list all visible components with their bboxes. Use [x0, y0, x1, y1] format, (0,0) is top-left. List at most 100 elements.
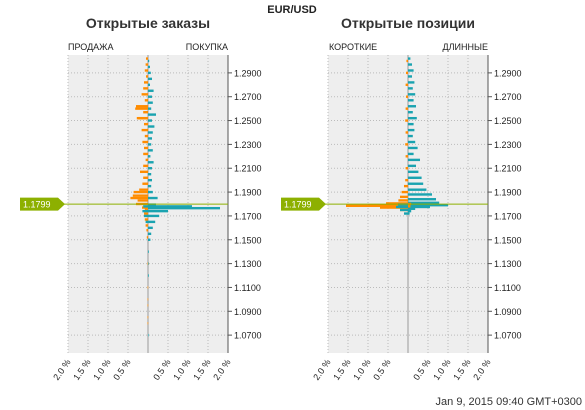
bar: [408, 99, 414, 102]
y-tick-label: 1.1900: [494, 188, 522, 198]
bar: [408, 152, 414, 156]
bar: [406, 59, 408, 63]
bar: [148, 333, 149, 337]
bar: [148, 65, 150, 69]
x-tick-label: 1.0 %: [171, 357, 192, 382]
bar-group: [346, 57, 448, 215]
bar: [143, 87, 148, 90]
bar: [148, 107, 152, 110]
bar: [401, 190, 408, 194]
bar: [136, 105, 148, 108]
y-tick-label: 1.0900: [494, 307, 522, 317]
bar: [408, 164, 416, 168]
y-tick-label: 1.2300: [234, 140, 262, 150]
y-tick-label: 1.1700: [494, 211, 522, 221]
bar: [148, 155, 151, 158]
y-tick-label: 1.1500: [234, 235, 262, 245]
bar: [144, 69, 148, 72]
x-tick-label: 1.5 %: [71, 357, 92, 382]
y-tick-label: 1.2700: [494, 92, 522, 102]
bar: [408, 140, 416, 144]
bar: [135, 107, 148, 110]
y-tick-label: 1.1100: [494, 283, 521, 293]
bar: [405, 155, 408, 158]
current-price-tag: [281, 197, 326, 211]
bar: [408, 146, 418, 150]
left-side-label: КОРОТКИЕ: [329, 42, 377, 52]
bar: [148, 149, 153, 152]
bar: [408, 69, 414, 72]
y-tick-label: 1.1300: [494, 259, 522, 269]
bar: [148, 190, 153, 194]
bar: [148, 205, 192, 208]
symbol-title: EUR/USD: [267, 4, 317, 16]
bar: [130, 196, 148, 200]
bar: [147, 304, 149, 307]
x-tick-label: 1.5 %: [191, 357, 212, 382]
current-price-label: 1.1799: [284, 200, 312, 210]
bar: [404, 212, 408, 215]
bar: [408, 209, 412, 213]
x-tick-label: 2.0 %: [211, 357, 232, 382]
bar: [141, 128, 148, 132]
bar: [408, 111, 413, 114]
bar: [346, 204, 408, 207]
bar: [405, 107, 408, 110]
bar: [148, 113, 156, 116]
panel-title: Открытые заказы: [86, 15, 210, 31]
x-tick-label: 0.5 %: [111, 357, 132, 382]
bar: [132, 194, 148, 197]
right-side-label: ДЛИННЫЕ: [443, 42, 488, 52]
x-axis: 2.0 %1.5 %1.0 %0.5 % 0.5 %1.0 %1.5 %2.0 %: [311, 357, 492, 382]
bar: [405, 131, 408, 134]
bar: [148, 119, 152, 122]
y-tick-label: 1.1900: [234, 188, 262, 198]
bar: [141, 93, 148, 96]
bar: [148, 196, 158, 200]
bar: [408, 122, 414, 126]
bar: [142, 209, 148, 213]
bar: [148, 206, 220, 210]
y-tick-label: 1.1500: [494, 235, 522, 245]
bar: [408, 170, 419, 174]
bar: [408, 87, 413, 90]
bar: [143, 205, 148, 208]
bar: [408, 63, 412, 66]
bar: [143, 152, 148, 156]
bar: [408, 128, 415, 132]
x-axis: 2.0 %1.5 %1.0 %0.5 % 0.5 %1.0 %1.5 %2.0 %: [51, 357, 232, 382]
x-tick-label: 1.5 %: [451, 357, 472, 382]
y-tick-label: 1.2500: [494, 116, 522, 126]
bar: [148, 226, 153, 230]
bar: [144, 212, 148, 215]
x-tick-label: 0.5 %: [151, 357, 172, 382]
bar: [405, 143, 408, 146]
bar: [144, 134, 148, 138]
x-tick-label: 1.0 %: [91, 357, 112, 382]
bar: [386, 202, 408, 205]
bar: [145, 63, 148, 66]
x-tick-label: 0.5 %: [371, 357, 392, 382]
bar: [142, 182, 148, 185]
bar: [144, 99, 148, 102]
bar: [408, 176, 422, 179]
bar: [148, 214, 160, 218]
bar: [148, 143, 152, 146]
bar: [408, 188, 427, 191]
bar: [146, 229, 148, 232]
x-tick-label: 1.0 %: [431, 357, 452, 382]
panel-title: Открытые позиции: [341, 15, 475, 31]
bar: [139, 188, 148, 191]
bar: [144, 146, 148, 150]
bar: [145, 220, 148, 224]
bar: [143, 111, 148, 114]
bar: [408, 212, 410, 215]
x-tick-label: 2.0 %: [311, 357, 332, 382]
bar: [405, 167, 408, 170]
bar: [400, 208, 408, 212]
bar: [408, 81, 415, 84]
bar: [148, 161, 154, 164]
bar: [404, 184, 408, 188]
bar: [148, 83, 150, 86]
